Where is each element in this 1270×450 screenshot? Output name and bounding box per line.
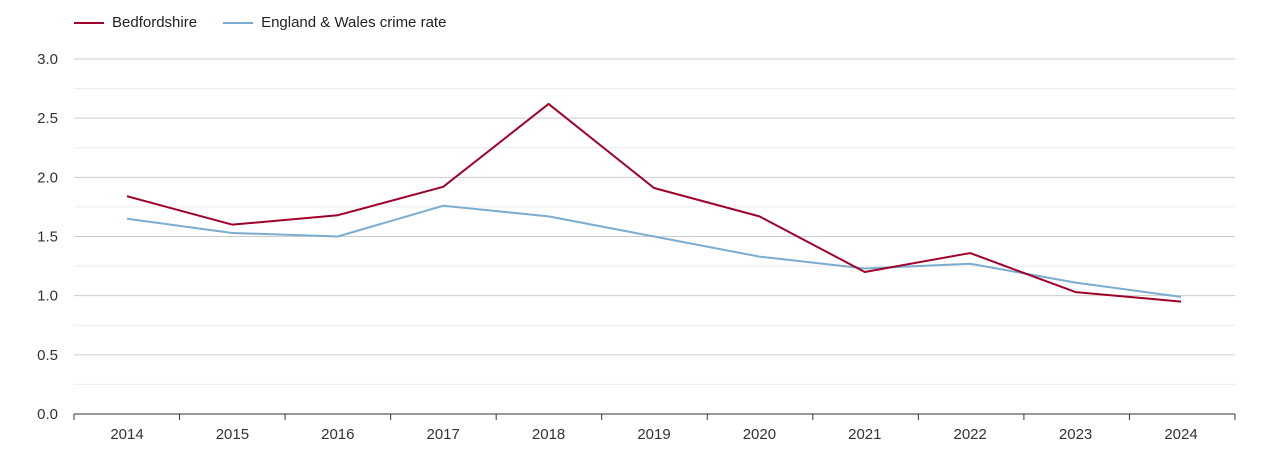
y-tick-label: 2.5 [37,110,58,127]
x-tick-label: 2023 [1059,426,1092,443]
y-tick-label: 0.5 [37,347,58,364]
legend: Bedfordshire England & Wales crime rate [74,14,446,31]
y-tick-label: 1.0 [37,288,58,305]
y-tick-label: 2.0 [37,169,58,186]
legend-swatch-bedfordshire [74,21,104,24]
legend-label-england-wales: England & Wales crime rate [261,14,447,31]
x-tick-label: 2021 [848,426,881,443]
legend-label-bedfordshire: Bedfordshire [112,14,198,31]
y-tick-label: 1.5 [37,229,58,246]
x-tick-label: 2016 [321,426,354,443]
x-tick-label: 2020 [743,426,776,443]
x-tick-label: 2018 [532,426,565,443]
x-tick-label: 2017 [427,426,460,443]
legend-item-bedfordshire[interactable]: Bedfordshire [74,14,197,31]
x-tick-label: 2019 [637,426,670,443]
series-line-england-wales [126,204,1182,298]
series-line-bedfordshire [126,102,1182,303]
x-tick-label: 2014 [110,426,143,443]
y-tick-label: 3.0 [37,51,58,68]
legend-item-england-wales[interactable]: England & Wales crime rate [223,14,446,31]
x-tick-label: 2024 [1164,426,1197,443]
x-tick-label: 2015 [216,426,249,443]
legend-swatch-england-wales [223,21,254,24]
y-tick-label: 0.0 [37,406,58,423]
x-tick-label: 2022 [954,426,987,443]
